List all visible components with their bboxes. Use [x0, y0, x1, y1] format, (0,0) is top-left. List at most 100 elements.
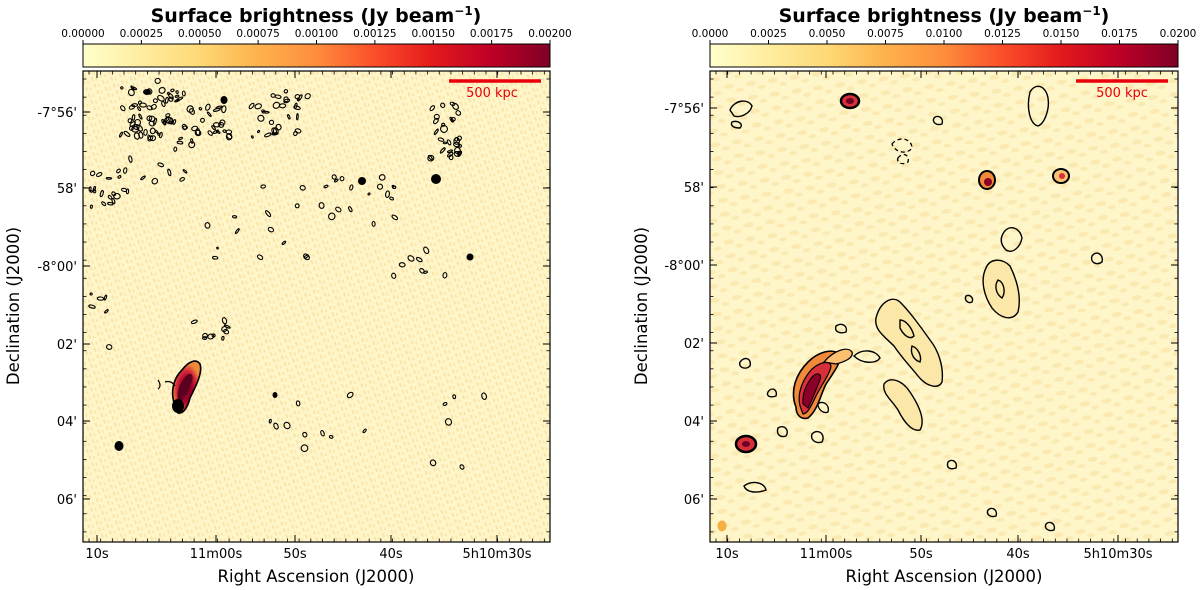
noise-contour [367, 192, 371, 196]
noise-contour [206, 111, 212, 117]
y-tick-label: 06' [684, 493, 704, 508]
noise-contour [300, 444, 309, 453]
noise-contour [272, 101, 281, 109]
x-tick-label: 50s [283, 547, 307, 562]
tailed-radio-galaxy-right [792, 348, 853, 420]
colorbar-tick-label: 0.0125 [984, 28, 1021, 40]
noise-contour [481, 392, 488, 400]
noise-contour [294, 94, 301, 100]
noise-contour [448, 154, 454, 161]
noise-contour [222, 129, 227, 133]
noise-contour [168, 96, 174, 102]
noise-contour [219, 119, 226, 126]
noise-contour [281, 240, 287, 246]
noise-contour [103, 294, 108, 301]
axis-tick-labels-right: 10s 11m00s 50s 40s 5h10m30s -7°56' 58' -8°00' 02… [664, 102, 1152, 562]
noise-contour [260, 184, 267, 189]
colorbar-title-right: Surface brightness (Jy beam−1) [779, 4, 1110, 27]
colorbar-tick-label: 0.0025 [750, 28, 787, 40]
noise-contour [138, 113, 143, 120]
noise-contour [442, 141, 448, 145]
noise-contour [446, 149, 454, 154]
y-tick-label: 02' [684, 337, 704, 352]
noise-contour [423, 246, 430, 255]
noise-contour [101, 201, 107, 207]
noise-contour [188, 141, 196, 149]
noise-contour [349, 184, 354, 191]
noise-contour [128, 104, 136, 110]
x-tick-label: 10s [85, 547, 109, 562]
colorbar-tick-label: 0.0150 [1043, 28, 1080, 40]
noise-contour [212, 129, 220, 134]
noise-contour [127, 88, 135, 97]
noise-contour [104, 309, 109, 314]
noise-contour [161, 100, 166, 108]
noise-contour [441, 122, 446, 127]
noise-contour [178, 136, 184, 141]
noise-contour [283, 98, 291, 104]
noise-contour [453, 137, 461, 145]
axis-tick-labels-left: 10s 11m00s 50s 40s 5h10m30s -7°56' 58' -8°00' 02… [37, 106, 531, 562]
noise-contour [164, 96, 169, 104]
colorbar-tick-label: 0.0100 [926, 28, 963, 40]
noise-contour [371, 220, 376, 227]
noise-contour [152, 98, 158, 104]
panel-left: Surface brightness (Jy beam−1) 0.00000 0.… [4, 4, 572, 586]
x-tick-label: 10s [715, 547, 739, 562]
noise-contour [128, 155, 133, 163]
noise-contour [105, 177, 113, 180]
scalebar-label-right: 500 kpc [1096, 86, 1148, 101]
noise-contour [200, 117, 205, 123]
noise-contour [348, 206, 353, 213]
noise-contour [89, 170, 96, 177]
noise-contour [318, 202, 325, 209]
y-axis-label-left: Declination (J2000) [4, 227, 23, 385]
noise-contour [149, 135, 157, 142]
plot-frame-right [709, 70, 1179, 543]
noise-contour [186, 105, 194, 113]
noise-contour [198, 106, 203, 111]
noise-contour [204, 222, 211, 229]
noise-contour [256, 254, 264, 261]
noise-contour [454, 146, 461, 155]
colorbar-tick-label: 0.00100 [295, 28, 338, 40]
noise-contour [221, 325, 228, 333]
noise-contour [221, 335, 225, 341]
colorbar-left [82, 43, 551, 68]
noise-contour [440, 124, 448, 133]
noise-contour [440, 102, 446, 109]
noise-contour [120, 105, 126, 112]
noise-contour [304, 93, 311, 100]
noise-contour [202, 336, 208, 341]
noise-contour [264, 132, 272, 138]
noise-contour [265, 210, 272, 218]
noise-contour [173, 146, 178, 152]
tailed-radio-galaxy-left [157, 360, 202, 414]
colorbar-tick-label: 0.0000 [692, 28, 729, 40]
colorbar-tick-label: 0.00075 [236, 28, 279, 40]
noise-contour [415, 256, 423, 263]
colorbar-tick-label: 0.00050 [178, 28, 221, 40]
negative-contours-right [891, 138, 913, 165]
noise-contour [268, 418, 272, 424]
colorbar-ticks-right [709, 40, 1179, 44]
noise-contour [231, 215, 238, 219]
noise-contour [179, 177, 185, 182]
noise-contour [398, 262, 406, 268]
noise-contour [234, 228, 240, 235]
noise-contour [456, 150, 462, 156]
noise-contour [166, 91, 171, 96]
noise-contour [136, 124, 143, 132]
noise-contour [182, 168, 188, 174]
noise-contour [122, 167, 128, 174]
axis-ticks-right [710, 71, 1178, 542]
noise-contour [205, 103, 211, 111]
noise-contour [254, 103, 262, 110]
noise-contour [127, 118, 133, 124]
noise-contour [422, 270, 429, 274]
colorbar-tick-label: 0.00025 [120, 28, 163, 40]
y-tick-label: 04' [57, 415, 77, 430]
noise-contour [429, 459, 437, 467]
noise-contour [89, 190, 93, 193]
noise-contour [389, 196, 395, 201]
